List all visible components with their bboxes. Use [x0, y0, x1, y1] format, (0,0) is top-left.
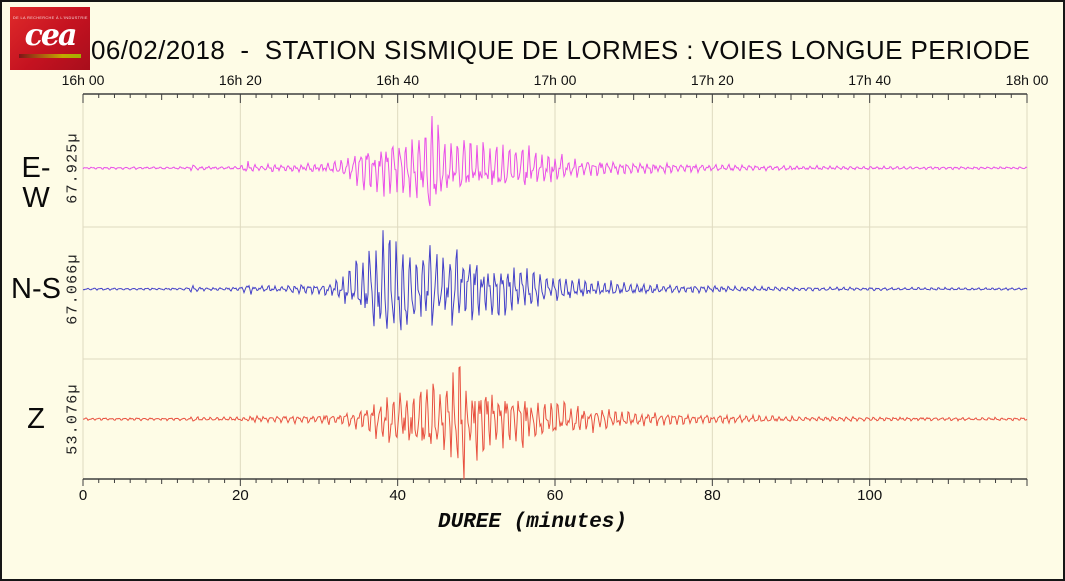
top-axis-tick-label: 18h 00 — [1005, 72, 1049, 88]
cea-logo-underline — [19, 54, 81, 58]
bottom-axis-tick-label: 80 — [703, 487, 721, 504]
cea-logo-tagline: DE LA RECHERCHE À L'INDUSTRIE — [12, 15, 88, 20]
cea-logo: DE LA RECHERCHE À L'INDUSTRIE cea — [10, 7, 90, 70]
amplitude-scale-ew: 67.925µ — [64, 132, 82, 204]
channel-label-ns: N-S — [11, 273, 61, 305]
page-title: 06/02/2018 - STATION SISMIQUE DE LORMES … — [91, 35, 1031, 65]
bottom-axis-tick-label: 60 — [546, 487, 564, 504]
bottom-axis-tick-label: 40 — [389, 487, 406, 504]
bottom-axis-tick-label: 0 — [78, 487, 88, 504]
amplitude-scale-ns: 67.066µ — [64, 253, 82, 325]
top-axis-tick-label: 17h 20 — [690, 72, 734, 88]
channel-label-z: Z — [27, 403, 45, 435]
bottom-axis-tick-label: 20 — [231, 487, 249, 504]
top-axis-tick-label: 17h 40 — [848, 72, 892, 88]
cea-logo-brand: cea — [24, 18, 78, 53]
trace-n-s — [82, 230, 1028, 331]
top-axis-tick-label: 16h 00 — [61, 72, 105, 88]
amplitude-scale-z: 53.076µ — [64, 383, 82, 455]
trace-z — [83, 365, 1028, 480]
top-axis-tick-label: 16h 40 — [376, 72, 420, 88]
trace-e-w — [82, 115, 1028, 207]
bottom-axis-tick-label: 100 — [857, 487, 883, 504]
x-axis-title: DUREE (minutes) — [437, 511, 628, 534]
top-axis-tick-label: 16h 20 — [218, 72, 262, 88]
channel-label-ew: E-W — [21, 152, 51, 214]
top-axis-tick-label: 17h 00 — [533, 72, 577, 88]
